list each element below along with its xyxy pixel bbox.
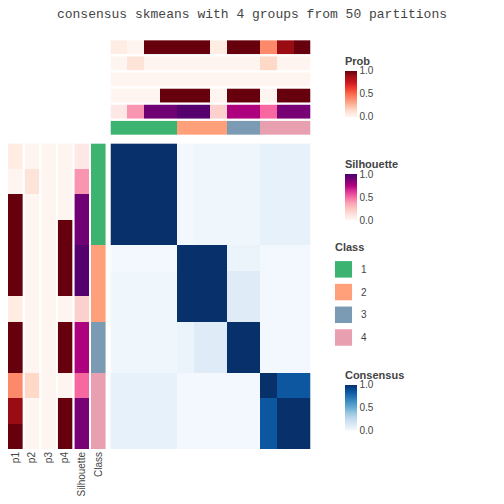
svg-text:Silhouette: Silhouette (76, 452, 87, 497)
svg-text:Consensus: Consensus (345, 369, 404, 381)
svg-text:2: 2 (361, 287, 367, 298)
svg-text:0.0: 0.0 (360, 215, 374, 226)
svg-text:p3: p3 (43, 452, 54, 464)
svg-text:0.5: 0.5 (360, 192, 374, 203)
svg-text:consensus skmeans with 4 group: consensus skmeans with 4 groups from 50 … (57, 7, 447, 22)
svg-text:p1: p1 (10, 452, 21, 464)
svg-text:0.5: 0.5 (360, 88, 374, 99)
svg-text:Silhouette: Silhouette (345, 158, 398, 170)
svg-text:0.0: 0.0 (360, 111, 374, 122)
svg-text:0.5: 0.5 (360, 402, 374, 413)
svg-text:0.0: 0.0 (360, 425, 374, 436)
svg-text:1.0: 1.0 (360, 169, 374, 180)
svg-text:3: 3 (361, 309, 367, 320)
svg-text:Prob: Prob (345, 55, 370, 67)
svg-text:p4: p4 (59, 452, 70, 464)
svg-text:1.0: 1.0 (360, 379, 374, 390)
svg-text:4: 4 (361, 332, 367, 343)
svg-text:1: 1 (361, 264, 367, 275)
svg-text:Class: Class (335, 241, 364, 253)
svg-text:p2: p2 (26, 452, 37, 464)
svg-text:Class: Class (93, 452, 104, 477)
svg-text:1.0: 1.0 (360, 65, 374, 76)
